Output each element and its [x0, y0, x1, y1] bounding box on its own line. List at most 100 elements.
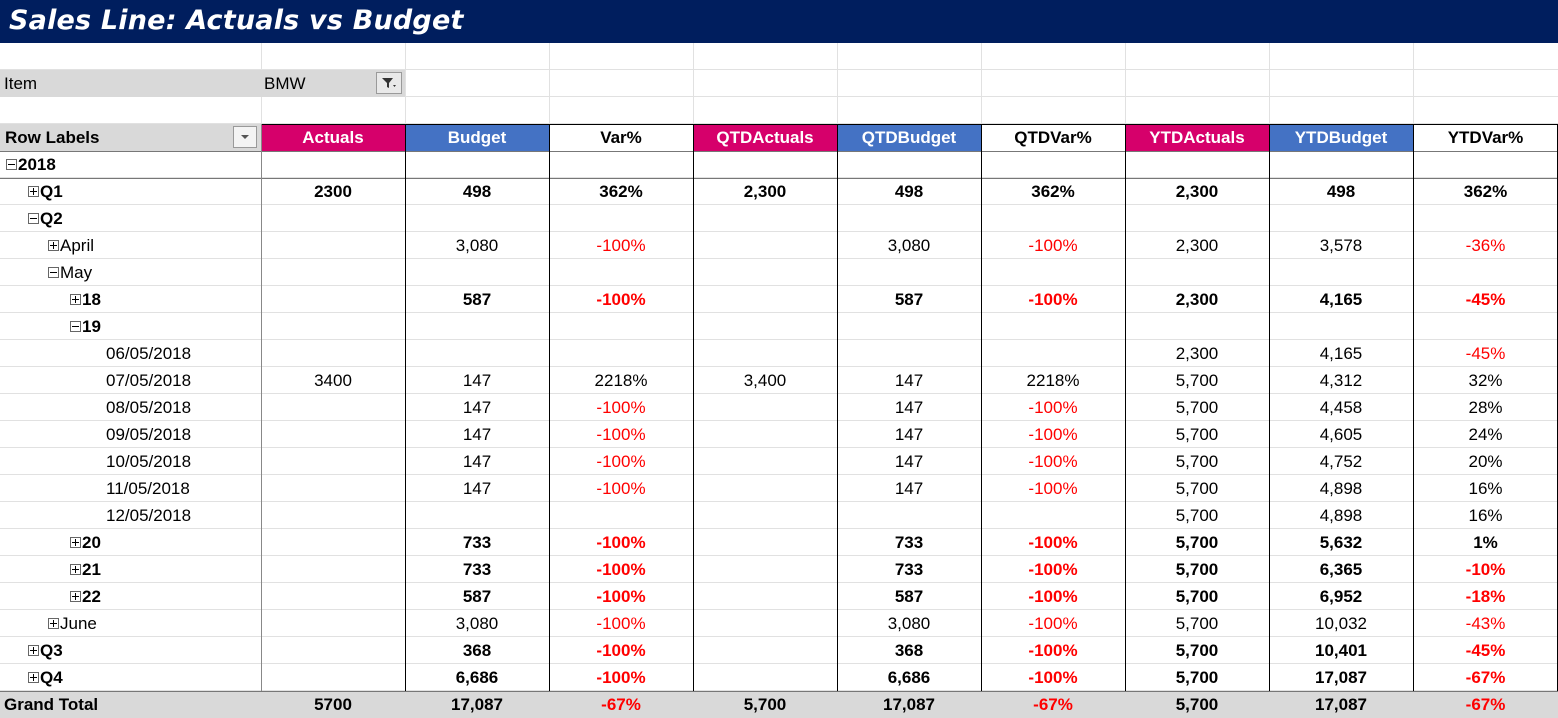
cell-ytdbudget: 17,087	[1315, 668, 1367, 687]
row-label-June[interactable]: June	[48, 610, 261, 637]
row-label-text: 08/05/2018	[106, 398, 192, 417]
cell-ytdvar-pct: 1%	[1473, 533, 1498, 552]
row-label-Q1[interactable]: Q1	[28, 178, 261, 205]
row-label-22[interactable]: 22	[70, 583, 261, 610]
cell-ytdbudget: 6,365	[1319, 560, 1363, 579]
gridline-horizontal	[0, 69, 1558, 70]
expand-plus-icon[interactable]	[28, 644, 39, 656]
collapse-minus-icon[interactable]	[70, 320, 81, 332]
row-label-19[interactable]: 19	[70, 313, 261, 340]
column-border	[1269, 124, 1270, 718]
expand-plus-icon[interactable]	[48, 617, 59, 629]
row-labels-dropdown-icon[interactable]	[233, 126, 257, 148]
cell-budget: 147	[462, 371, 492, 390]
cell-ytdvar-pct: 16%	[1468, 479, 1503, 498]
cell-ytdbudget: 4,165	[1319, 290, 1363, 309]
column-header-qtdbudget: QTDBudget	[837, 124, 981, 151]
column-border	[1125, 124, 1126, 718]
cell-ytdactuals: 5,700	[1175, 560, 1219, 579]
cell-ytdbudget: 4,752	[1319, 452, 1363, 471]
cell-ytdvar-pct: -45%	[1465, 641, 1506, 660]
cell-qtdvar-pct: -100%	[1028, 668, 1078, 687]
row-label-Q3[interactable]: Q3	[28, 637, 261, 664]
header-border-top	[261, 124, 1558, 125]
gridline-horizontal	[0, 366, 1558, 367]
row-label-text: 21	[82, 560, 101, 579]
row-label-07-05-2018: 07/05/2018	[106, 367, 261, 394]
cell-qtdbudget: 147	[894, 398, 924, 417]
row-label-text: Q2	[40, 209, 63, 228]
row-label-text: April	[60, 236, 95, 255]
row-label-21[interactable]: 21	[70, 556, 261, 583]
cell-ytdbudget: 10,032	[1315, 614, 1367, 633]
expand-plus-icon[interactable]	[70, 293, 81, 305]
cell-ytdactuals: 5,700	[1175, 479, 1219, 498]
gridline-horizontal	[0, 312, 1558, 313]
cell-ytdvar-pct: 32%	[1468, 371, 1503, 390]
cell-ytdvar-pct: 16%	[1468, 506, 1503, 525]
filter-funnel-icon[interactable]	[376, 72, 402, 94]
row-label-May[interactable]: May	[48, 259, 261, 286]
grand-total-qtdvar-pct: -67%	[1033, 695, 1073, 714]
cell-qtdvar-pct: -100%	[1028, 398, 1078, 417]
row-label-12-05-2018: 12/05/2018	[106, 502, 261, 529]
grand-total-var-pct: -67%	[601, 695, 641, 714]
gridline-horizontal	[0, 501, 1558, 502]
cell-qtdbudget: 587	[894, 587, 924, 606]
cell-qtdbudget: 147	[894, 452, 924, 471]
expand-plus-icon[interactable]	[70, 590, 81, 602]
expand-plus-icon[interactable]	[28, 185, 39, 197]
cell-var-pct: -100%	[596, 398, 646, 417]
expand-plus-icon[interactable]	[70, 563, 81, 575]
row-label-text: 22	[82, 587, 101, 606]
cell-ytdbudget: 4,165	[1319, 344, 1363, 363]
row-label-April[interactable]: April	[48, 232, 261, 259]
row-label-18[interactable]: 18	[70, 286, 261, 313]
cell-qtdvar-pct: -100%	[1028, 425, 1078, 444]
expand-plus-icon[interactable]	[28, 671, 39, 683]
cell-ytdactuals: 5,700	[1175, 371, 1219, 390]
cell-var-pct: -100%	[596, 479, 646, 498]
gridline-horizontal	[0, 123, 1558, 124]
header-border-bottom	[0, 151, 1558, 152]
gridline-horizontal	[0, 555, 1558, 556]
row-label-2018[interactable]: 2018	[6, 151, 261, 178]
collapse-minus-icon[interactable]	[6, 158, 17, 170]
row-label-text: 07/05/2018	[106, 371, 192, 390]
cell-var-pct: -100%	[596, 614, 646, 633]
cell-qtdbudget: 6,686	[887, 668, 931, 687]
column-border	[693, 124, 694, 718]
row-label-text: 12/05/2018	[106, 506, 192, 525]
cell-ytdactuals: 2,300	[1175, 344, 1219, 363]
row-label-Q4[interactable]: Q4	[28, 664, 261, 691]
expand-plus-icon[interactable]	[70, 536, 81, 548]
cell-ytdvar-pct: 28%	[1468, 398, 1503, 417]
cell-ytdvar-pct: 20%	[1468, 452, 1503, 471]
cell-ytdactuals: 5,700	[1175, 668, 1219, 687]
row-label-10-05-2018: 10/05/2018	[106, 448, 261, 475]
cell-ytdactuals: 5,700	[1175, 398, 1219, 417]
cell-qtdbudget: 147	[894, 479, 924, 498]
gridline-horizontal	[0, 204, 1558, 205]
column-border	[837, 124, 838, 718]
cell-var-pct: -100%	[596, 236, 646, 255]
column-border	[405, 124, 406, 718]
collapse-minus-icon[interactable]	[28, 212, 39, 224]
gridline-horizontal	[0, 231, 1558, 232]
cell-var-pct: -100%	[596, 641, 646, 660]
grand-total-qtdbudget: 17,087	[883, 695, 935, 714]
row-label-Q2[interactable]: Q2	[28, 205, 261, 232]
row-label-text: Q4	[40, 668, 63, 687]
cell-budget: 6,686	[455, 668, 499, 687]
gridline-horizontal	[0, 474, 1558, 475]
cell-ytdvar-pct: -36%	[1465, 236, 1506, 255]
column-border	[981, 124, 982, 718]
cell-ytdbudget: 498	[1326, 182, 1356, 201]
cell-ytdbudget: 4,458	[1319, 398, 1363, 417]
cell-ytdactuals: 2,300	[1175, 290, 1219, 309]
row-label-text: Q1	[40, 182, 63, 201]
row-label-20[interactable]: 20	[70, 529, 261, 556]
expand-plus-icon[interactable]	[48, 239, 59, 251]
collapse-minus-icon[interactable]	[48, 266, 59, 278]
cell-ytdbudget: 4,898	[1319, 479, 1363, 498]
